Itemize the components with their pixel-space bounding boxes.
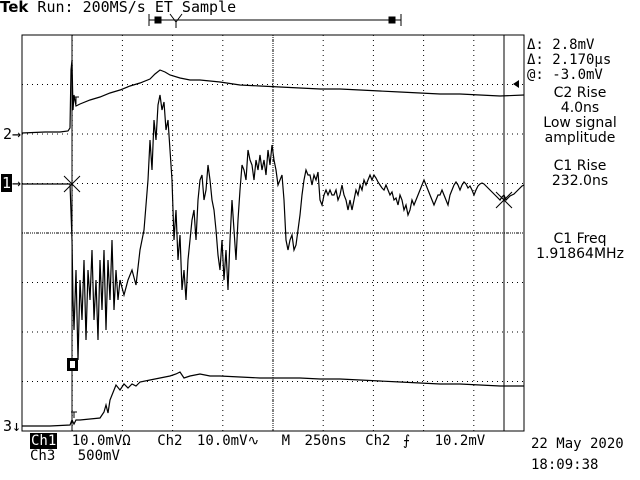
measurement-1-title: C2 Rise [553,85,607,101]
ch2-marker-label: 2 [3,125,13,143]
measurement-3-title: C1 Freq [553,231,607,247]
cursor-2-x-marker [495,191,513,209]
footer-row-2: Ch3 500mV [30,449,120,463]
graticule-center-axes [22,35,524,431]
timebase-value: 250ns [304,433,347,449]
time-readout: 18:09:38 [531,457,599,473]
trigger-source: Ch2 [365,433,391,449]
ch1-label[interactable]: Ch1 [30,433,58,449]
date-readout: 22 May 2020 [531,436,624,452]
measurement-2: C1 Rise 232.0ns [530,159,630,189]
title-bar: Tek Run: 200MS/s ET Sample [0,0,236,15]
ch1-trace [22,94,525,361]
timebase-label: M [281,433,291,449]
ch3-scale: 500mV [77,448,120,464]
ch1-marker-label: 1 [1,174,13,192]
cursor-delta-t: Δ: 2.170µs [527,52,612,68]
trigger-slope-icon: ⨍ [402,433,411,449]
ch1-scale: 10.0mVΩ [71,433,131,449]
measurement-1-value: 4.0ns [560,100,600,116]
measurement-2-value: 232.0ns [551,173,609,189]
ch2-scale: 10.0mV∿ [196,433,260,449]
measurement-panel: Δ: 2.8mV Δ: 2.170µs @: -3.0mV [527,38,640,83]
ch3-marker-label: 3 [3,417,13,435]
cursor-tick-marks [71,96,79,418]
measurement-3-value: 1.91864MHz [536,246,624,262]
ch2-trace [21,59,525,134]
measurement-1-note: Low signal [543,115,617,131]
acquisition-status: Run: 200MS/s ET Sample [37,0,237,16]
brand-label: Tek [0,0,29,16]
ch1-marker[interactable]: 1→ [1,174,22,192]
measurement-1-note2: amplitude [544,130,616,146]
footer-row-1: Ch1 10.0mVΩ Ch2 10.0mV∿ M 250ns Ch2 ⨍ 10… [30,433,486,449]
channel-marker-icon: → [12,174,22,192]
trigger-level-value: 10.2mV [434,433,486,449]
ch3-trace [22,371,524,427]
ch3-label[interactable]: Ch3 [30,448,56,464]
cursor-1-x-marker [63,175,81,193]
measurement-1: C2 Rise 4.0ns Low signal amplitude [530,86,630,146]
channel-marker-icon: ↓ [12,417,22,435]
measurement-3: C1 Freq 1.91864MHz [530,232,630,262]
cursor-at-v: @: -3.0mV [527,67,603,83]
trigger-level-icon-inner [70,361,75,368]
measurement-2-title: C1 Rise [553,158,607,174]
trigger-level-arrow-icon [513,80,519,88]
ch2-label[interactable]: Ch2 [157,433,183,449]
cursor-delta-v: Δ: 2.8mV [527,37,595,53]
trigger-position-icon [169,13,183,28]
channel-marker-icon: → [12,125,22,143]
ch2-marker[interactable]: 2→ [3,127,21,142]
record-view-bar [148,14,402,26]
ch3-marker[interactable]: 3↓ [3,419,21,434]
